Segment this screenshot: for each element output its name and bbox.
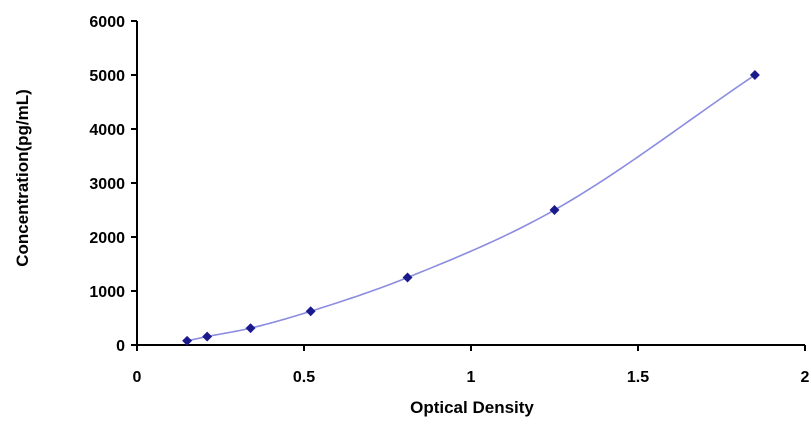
data-point bbox=[402, 272, 413, 283]
data-point bbox=[245, 323, 256, 334]
x-tick-label: 1 bbox=[467, 369, 476, 386]
x-tick-label: 0.5 bbox=[293, 369, 315, 386]
fit-curve-layer bbox=[186, 74, 756, 342]
y-tick-label: 3000 bbox=[89, 176, 125, 193]
data-point bbox=[182, 335, 193, 346]
y-tick-label: 4000 bbox=[89, 122, 125, 139]
fit-curve-line bbox=[186, 74, 756, 342]
y-tick-label: 6000 bbox=[89, 14, 125, 31]
data-point bbox=[549, 205, 560, 215]
axes: 0 1000 2000 3000 4000 5000 6000 0 0.5 1 1.5 2 bbox=[89, 14, 809, 386]
x-tick-label: 0 bbox=[133, 369, 142, 386]
x-tick-label: 1.5 bbox=[627, 369, 649, 386]
data-points-layer bbox=[182, 70, 760, 346]
data-point bbox=[749, 70, 760, 80]
data-point bbox=[202, 331, 213, 342]
y-tick-label: 2000 bbox=[89, 230, 125, 247]
x-tick-label: 2 bbox=[801, 369, 810, 386]
y-tick-label: 5000 bbox=[89, 68, 125, 85]
y-tick-label: 1000 bbox=[89, 284, 125, 301]
x-axis-title: Optical Density bbox=[410, 398, 534, 417]
data-point bbox=[305, 306, 316, 317]
y-tick-label: 0 bbox=[116, 338, 125, 355]
y-axis-title: Concentration(pg/mL) bbox=[13, 89, 32, 267]
